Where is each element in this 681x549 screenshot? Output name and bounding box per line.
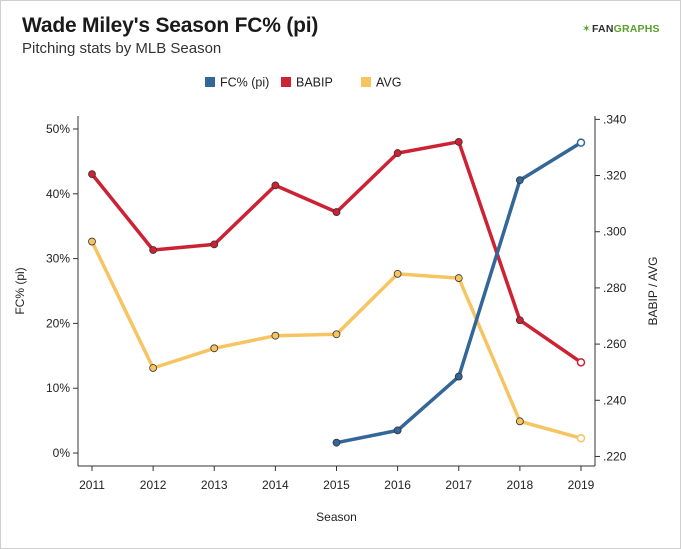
x-tick-label: 2013 <box>201 478 228 492</box>
left-axis-title: FC% (pi) <box>13 267 27 314</box>
logo-text-fan: FAN <box>592 23 614 35</box>
x-tick-label: 2018 <box>507 478 534 492</box>
left-tick-label: 10% <box>46 381 70 395</box>
series-line-fc-pi <box>334 140 583 445</box>
x-tick-label: 2014 <box>262 478 289 492</box>
x-tick-label: 2016 <box>384 478 411 492</box>
legend-swatch <box>205 77 215 87</box>
logo-text-graphs: GRAPHS <box>613 23 660 35</box>
x-tick-label: 2011 <box>79 478 105 492</box>
data-point <box>210 240 219 249</box>
data-point <box>332 330 341 339</box>
data-point <box>88 170 96 179</box>
x-tick-label: 2017 <box>445 478 472 492</box>
right-tick-label: .280 <box>603 281 627 295</box>
series-layer <box>88 137 586 447</box>
legend-swatch <box>281 77 291 87</box>
legend-swatch <box>361 77 371 87</box>
right-tick-label: .320 <box>603 169 627 183</box>
left-tick-label: 0% <box>53 446 71 460</box>
legend-label: AVG <box>376 76 401 90</box>
x-axis-title: Season <box>316 510 357 524</box>
fangraphs-logo[interactable]: ✶FANGRAPHS <box>582 23 660 35</box>
data-point <box>515 417 524 426</box>
right-tick-label: .220 <box>603 449 627 463</box>
legend-label: BABIP <box>296 76 333 90</box>
left-tick-label: 30% <box>46 252 70 266</box>
series-line-babip <box>90 140 583 365</box>
legend: FC% (pi) BABIP AVG <box>205 76 401 90</box>
legend-label: FC% (pi) <box>220 76 269 90</box>
data-point <box>393 149 402 157</box>
data-point <box>332 208 341 216</box>
data-point <box>454 137 463 146</box>
left-tick-label: 40% <box>46 187 70 201</box>
data-point <box>576 358 586 367</box>
data-point <box>271 331 280 340</box>
series-line-avg <box>90 239 583 440</box>
data-point <box>88 237 96 246</box>
data-point <box>149 364 158 372</box>
data-point <box>210 344 219 353</box>
data-point <box>576 138 586 147</box>
x-tick-label: 2015 <box>323 478 350 492</box>
right-tick-label: .300 <box>603 225 627 239</box>
x-tick-label: 2012 <box>140 478 167 492</box>
chart-title: Wade Miley's Season FC% (pi) <box>22 14 319 37</box>
data-point <box>393 269 402 278</box>
left-tick-label: 50% <box>46 122 70 136</box>
right-tick-label: .340 <box>603 112 627 126</box>
data-point <box>454 372 463 381</box>
right-axis-title: BABIP / AVG <box>646 257 660 326</box>
axes: 0% 10% 20% 30% 40% 50% .220 .240 .260 .280 .300 .32… <box>13 112 660 524</box>
fangraphs-logo-icon: ✶ <box>582 23 591 35</box>
data-point <box>271 181 280 190</box>
data-point <box>454 274 463 282</box>
data-point <box>393 426 402 435</box>
data-point <box>149 246 158 254</box>
data-point <box>515 176 524 185</box>
x-tick-label: 2019 <box>568 478 595 492</box>
right-tick-label: .260 <box>603 337 627 351</box>
data-point <box>332 438 341 447</box>
left-tick-label: 20% <box>46 316 70 330</box>
right-tick-label: .240 <box>603 393 627 407</box>
chart-subtitle: Pitching stats by MLB Season <box>22 40 222 57</box>
data-point <box>515 316 524 325</box>
data-point <box>576 433 586 443</box>
